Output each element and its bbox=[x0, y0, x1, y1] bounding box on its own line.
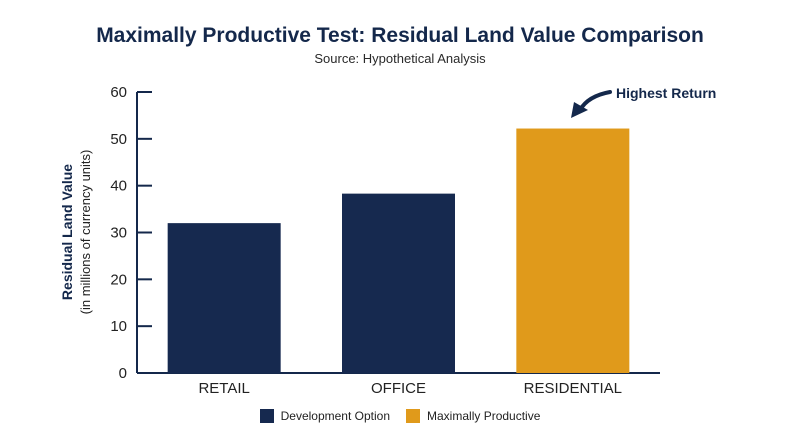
chart-labels: RETAIL OFFICE RESIDENTIAL bbox=[198, 380, 622, 397]
legend-swatch-development-option bbox=[259, 409, 274, 423]
legend-item-maximally-productive: Maximally Productive bbox=[406, 409, 540, 423]
x-tick-label: OFFICE bbox=[371, 380, 426, 397]
y-axis-sublabel: (in millions of currency units) bbox=[78, 150, 93, 315]
y-axis-label: Residual Land Value bbox=[59, 164, 75, 300]
annotation-arrowhead-icon bbox=[571, 102, 588, 118]
y-tick-label: 60 bbox=[110, 84, 127, 101]
chart-legend: Development Option Maximally Productive bbox=[0, 409, 800, 423]
y-tick-label: 50 bbox=[110, 131, 127, 148]
y-tick-label: 20 bbox=[110, 271, 127, 288]
y-tick-label: 0 bbox=[119, 365, 127, 382]
annotation-arrow-icon bbox=[578, 90, 612, 112]
y-tick-label: 40 bbox=[110, 178, 127, 195]
bar-residential bbox=[516, 128, 630, 373]
legend-item-development-option: Development Option bbox=[259, 409, 391, 423]
x-tick-label: RETAIL bbox=[198, 380, 249, 397]
chart-subtitle: Source: Hypothetical Analysis bbox=[314, 51, 486, 66]
annotation: Highest Return bbox=[571, 85, 716, 118]
bar-office bbox=[342, 193, 455, 373]
y-tick-label: 10 bbox=[110, 318, 127, 335]
bar-retail bbox=[167, 223, 281, 373]
legend-label-development-option: Development Option bbox=[280, 409, 391, 423]
chart-bars bbox=[167, 128, 630, 373]
chart-title: Maximally Productive Test: Residual Land… bbox=[96, 24, 704, 47]
x-tick-label: RESIDENTIAL bbox=[524, 380, 622, 397]
legend-swatch-maximally-productive bbox=[406, 409, 421, 423]
y-tick-label: 30 bbox=[110, 225, 127, 242]
legend-label-maximally-productive: Maximally Productive bbox=[427, 409, 541, 423]
annotation-text: Highest Return bbox=[616, 85, 716, 101]
